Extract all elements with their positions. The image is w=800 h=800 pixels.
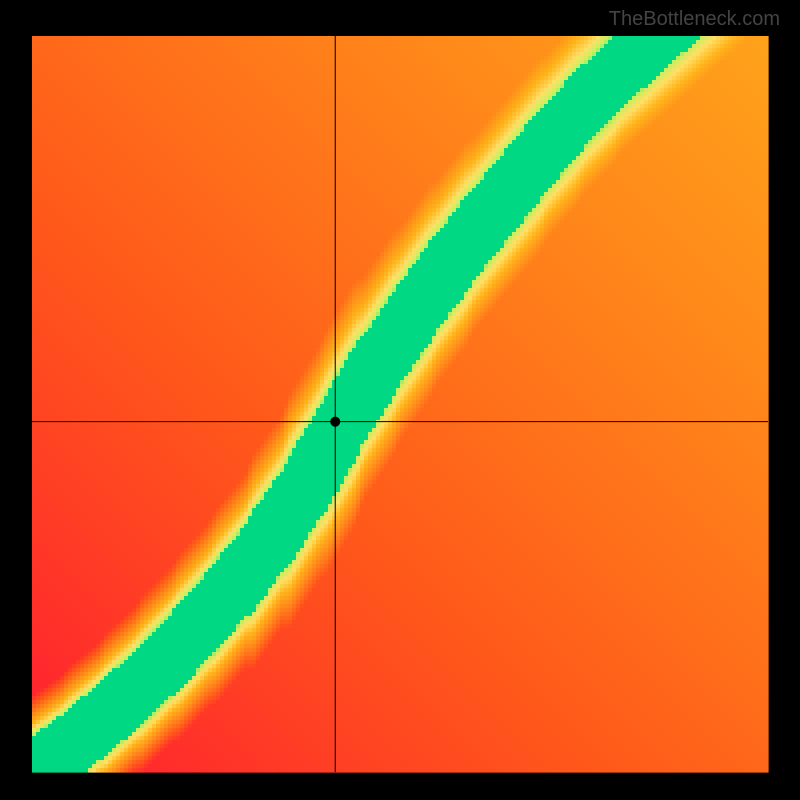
watermark-text: TheBottleneck.com [609, 8, 780, 31]
heatmap-cells [32, 36, 769, 773]
chart-container: TheBottleneck.com [0, 0, 800, 800]
heatmap-plot [0, 0, 800, 800]
